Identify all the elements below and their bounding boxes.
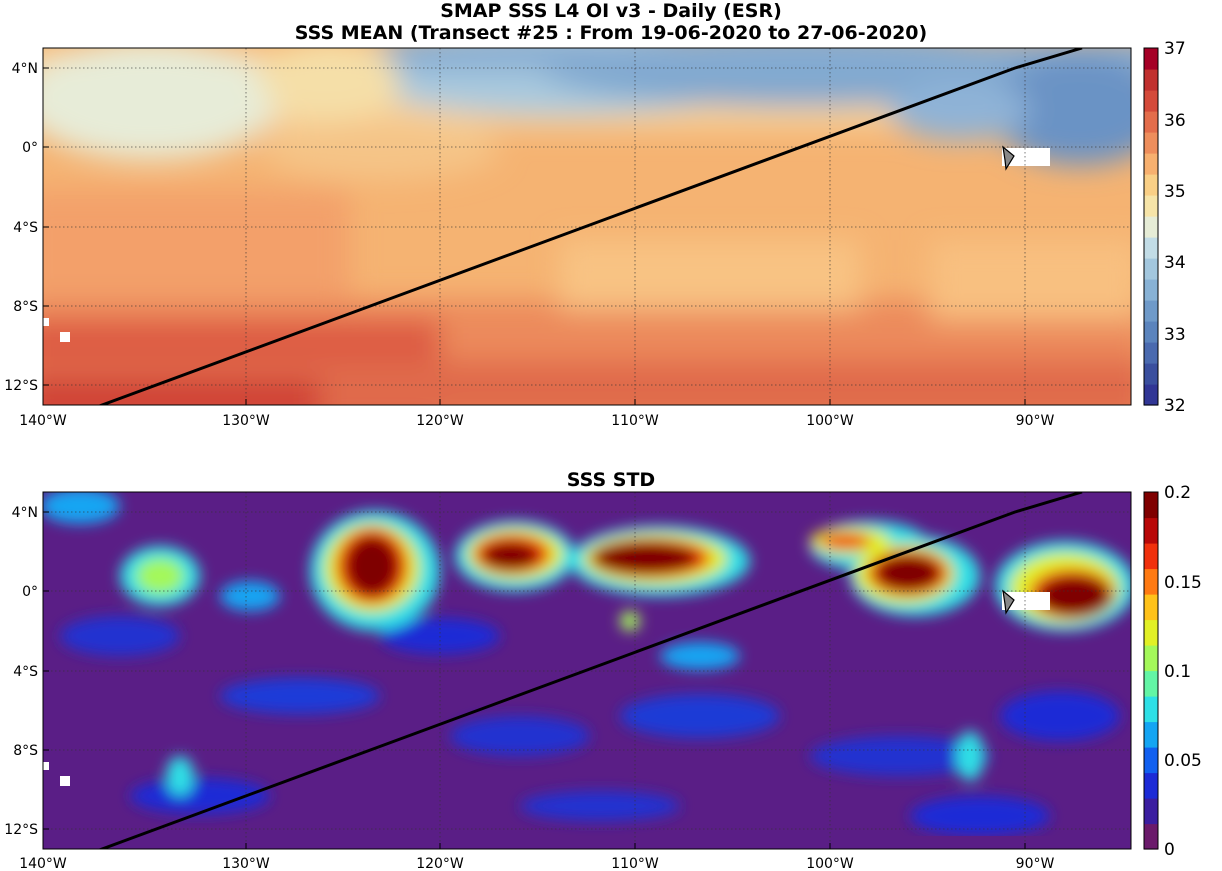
colorbar-tick-label: 35 — [1164, 182, 1186, 202]
colorbar-tick-label: 0.15 — [1164, 573, 1202, 593]
colorbar-swatch — [1144, 216, 1158, 238]
colorbar-swatch — [1144, 772, 1158, 799]
colorbar-swatch — [1144, 696, 1158, 723]
colorbar-swatch — [1144, 153, 1158, 175]
galapagos-island — [1002, 145, 1015, 171]
colorbar-swatch — [1144, 670, 1158, 697]
galapagos-island — [1002, 589, 1015, 615]
std-colorbar-labels: 0 0.05 0.1 0.15 0.2 — [1164, 483, 1202, 860]
y-tick-label: 4°S — [13, 664, 38, 680]
colorbar-swatch — [1144, 823, 1158, 850]
colorbar-swatch — [1144, 594, 1158, 621]
x-tick-label: 100°W — [806, 413, 854, 429]
colorbar-swatch — [1144, 543, 1158, 570]
y-tick-label: 8°S — [13, 743, 38, 759]
colorbar-swatch — [1144, 798, 1158, 825]
sss-mean-map — [43, 48, 1131, 405]
std-y-tick-labels: 4°N 0° 4°S 8°S 12°S — [4, 505, 38, 838]
x-tick-label: 120°W — [416, 413, 464, 429]
colorbar-swatch — [1144, 747, 1158, 774]
transect-line — [97, 48, 1083, 405]
mean-colorbar-labels: 32 33 34 35 36 37 — [1164, 39, 1186, 416]
colorbar-swatch — [1144, 132, 1158, 154]
x-tick-label: 90°W — [1016, 856, 1055, 871]
std-x-tick-labels: 140°W 130°W 120°W 110°W 100°W 90°W — [19, 856, 1054, 871]
std-colorbar-frame — [1143, 491, 1159, 850]
colorbar-swatch — [1144, 300, 1158, 322]
colorbar-tick-label: 0 — [1164, 840, 1175, 860]
colorbar-swatch — [1144, 721, 1158, 748]
std-colorbar — [1144, 492, 1158, 850]
colorbar-swatch — [1144, 384, 1158, 406]
colorbar-swatch — [1144, 237, 1158, 259]
x-tick-label: 90°W — [1016, 413, 1055, 429]
x-tick-label: 140°W — [19, 856, 67, 871]
x-tick-label: 130°W — [222, 413, 270, 429]
x-tick-label: 110°W — [611, 413, 659, 429]
y-tick-label: 4°S — [13, 220, 38, 236]
colorbar-swatch — [1144, 342, 1158, 364]
colorbar-swatch — [1144, 258, 1158, 280]
colorbar-swatch — [1144, 321, 1158, 343]
mean-colorbar-frame — [1143, 47, 1159, 406]
sss-std-map — [43, 492, 1131, 849]
colorbar-swatch — [1144, 645, 1158, 672]
mean-colorbar — [1144, 48, 1158, 406]
colorbar-tick-label: 34 — [1164, 253, 1186, 273]
y-tick-label: 8°S — [13, 299, 38, 315]
sss-std-panel: SSS STD — [4, 469, 1202, 871]
colorbar-swatch — [1144, 111, 1158, 133]
y-tick-label: 12°S — [4, 822, 38, 838]
x-tick-label: 130°W — [222, 856, 270, 871]
y-tick-label: 0° — [22, 584, 38, 600]
x-tick-label: 140°W — [19, 413, 67, 429]
figure-title-line1: SMAP SSS L4 OI v3 - Daily (ESR) — [440, 0, 782, 22]
figure-title-line2: SSS MEAN (Transect #25 : From 19-06-2020… — [294, 22, 928, 44]
y-tick-label: 4°N — [12, 61, 38, 77]
colorbar-tick-label: 0.1 — [1164, 662, 1191, 682]
colorbar-swatch — [1144, 279, 1158, 301]
std-panel-title: SSS STD — [567, 469, 655, 491]
x-tick-label: 110°W — [611, 856, 659, 871]
colorbar-swatch — [1144, 69, 1158, 91]
colorbar-tick-label: 37 — [1164, 39, 1186, 59]
colorbar-tick-label: 0.05 — [1164, 751, 1202, 771]
y-tick-label: 12°S — [4, 378, 38, 394]
colorbar-swatch — [1144, 619, 1158, 646]
sss-mean-panel: 4°N 0° 4°S 8°S 12°S 140°W 130°W 120°W 11… — [4, 39, 1186, 429]
colorbar-swatch — [1144, 195, 1158, 217]
colorbar-swatch — [1144, 48, 1158, 70]
colorbar-tick-label: 33 — [1164, 325, 1186, 345]
y-tick-label: 4°N — [12, 505, 38, 521]
transect-line — [97, 492, 1083, 849]
mean-y-tick-labels: 4°N 0° 4°S 8°S 12°S — [4, 61, 38, 394]
colorbar-tick-label: 36 — [1164, 111, 1186, 131]
colorbar-tick-label: 32 — [1164, 396, 1186, 416]
colorbar-swatch — [1144, 363, 1158, 385]
y-tick-label: 0° — [22, 140, 38, 156]
x-tick-label: 120°W — [416, 856, 464, 871]
colorbar-swatch — [1144, 174, 1158, 196]
x-tick-label: 100°W — [806, 856, 854, 871]
colorbar-tick-label: 0.2 — [1164, 483, 1191, 503]
colorbar-swatch — [1144, 90, 1158, 112]
colorbar-swatch — [1144, 517, 1158, 544]
colorbar-swatch — [1144, 492, 1158, 519]
colorbar-swatch — [1144, 568, 1158, 595]
mean-x-tick-labels: 140°W 130°W 120°W 110°W 100°W 90°W — [19, 413, 1054, 429]
